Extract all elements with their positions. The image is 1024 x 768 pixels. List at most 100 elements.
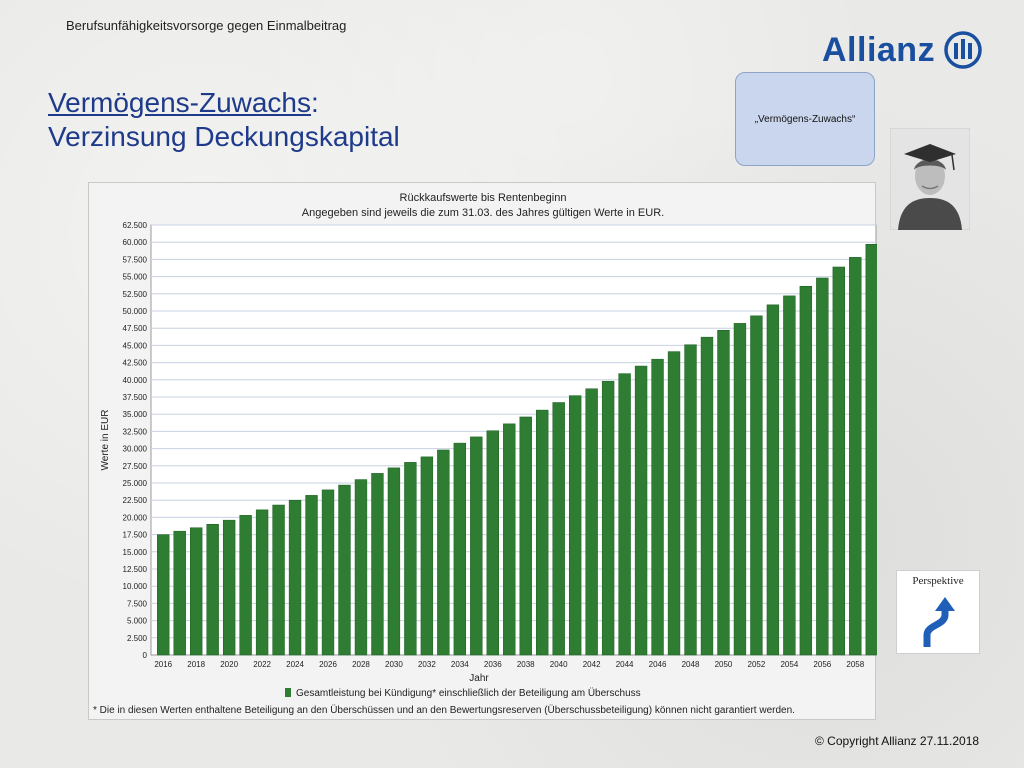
x-tick-label: 2016 <box>154 660 172 669</box>
bar-chart: Rückkaufswerte bis Rentenbeginn Angegebe… <box>93 192 877 716</box>
y-tick-label: 7.500 <box>127 599 148 608</box>
bar-2020 <box>222 519 236 656</box>
y-axis-label: Werte in EUR <box>100 410 111 471</box>
y-tick-label: 27.500 <box>123 462 148 471</box>
allianz-logo: Allianz <box>822 30 983 70</box>
x-tick-label: 2040 <box>550 660 568 669</box>
y-tick-label: 10.000 <box>123 582 148 591</box>
y-tick-label: 0 <box>143 651 148 660</box>
bar-2050 <box>717 330 730 656</box>
x-tick-label: 2022 <box>253 660 271 669</box>
title-colon: : <box>311 87 319 118</box>
title-underlined: Vermögens-Zuwachs <box>48 87 312 118</box>
bar-2043 <box>601 380 615 656</box>
bar-2036 <box>486 430 499 656</box>
x-tick-label: 2030 <box>385 660 403 669</box>
x-tick-label: 2024 <box>286 660 304 669</box>
bar-2032 <box>420 456 434 656</box>
y-tick-label: 12.500 <box>123 565 148 574</box>
bar-2049 <box>700 336 714 656</box>
y-tick-label: 25.000 <box>123 479 148 488</box>
bar-2022 <box>255 509 269 656</box>
y-tick-label: 15.000 <box>123 548 148 557</box>
bar-2048 <box>684 344 697 656</box>
bar-2045 <box>634 365 648 656</box>
bar-2035 <box>470 436 483 656</box>
bar-2034 <box>453 442 467 656</box>
slide-title: Vermögens-Zuwachs: Verzinsung Deckungska… <box>48 86 400 154</box>
x-tick-label: 2046 <box>649 660 667 669</box>
bar-2044 <box>618 373 631 656</box>
y-tick-label: 2.500 <box>127 634 148 643</box>
x-axis-ticks: 2016 2018 2020 2022 2024 2026 2028 2030 2032 2034… <box>154 660 864 669</box>
chart-title: Rückkaufswerte bis Rentenbeginn <box>400 192 567 204</box>
logo-text: Allianz <box>822 30 936 69</box>
y-tick-label: 52.500 <box>123 290 148 299</box>
x-axis-label: Jahr <box>469 673 489 684</box>
bar-2041 <box>568 395 582 656</box>
y-tick-label: 60.000 <box>123 238 148 247</box>
x-tick-label: 2034 <box>451 660 469 669</box>
bar-2054 <box>783 295 796 656</box>
x-tick-label: 2042 <box>583 660 601 669</box>
y-axis-ticks: 0 2.500 5.000 7.500 10.000 12.500 15.000 17.500… <box>123 221 148 660</box>
y-tick-label: 47.500 <box>123 324 148 333</box>
bar-2026 <box>321 489 335 656</box>
bar-2028 <box>354 479 368 656</box>
bar-2029 <box>371 473 384 656</box>
bar-2025 <box>305 495 318 656</box>
bar-2016 <box>157 534 170 656</box>
graduate-portrait-image <box>890 128 970 230</box>
x-tick-label: 2020 <box>220 660 238 669</box>
chart-container: Rückkaufswerte bis Rentenbeginn Angegebe… <box>88 182 877 720</box>
slide-header-caption: Berufsunfähigkeitsvorsorge gegen Einmalb… <box>66 18 347 33</box>
x-tick-label: 2054 <box>780 660 798 669</box>
y-tick-label: 62.500 <box>123 221 148 230</box>
x-tick-label: 2058 <box>846 660 864 669</box>
allianz-eagle-icon <box>944 31 982 69</box>
bar-2046 <box>651 358 664 656</box>
chart-footnote: * Die in diesen Werten enthaltene Beteil… <box>93 704 795 716</box>
x-tick-label: 2028 <box>352 660 370 669</box>
y-tick-label: 30.000 <box>123 445 148 454</box>
legend-swatch <box>285 688 291 697</box>
perspektive-label: Perspektive <box>912 575 964 587</box>
bar-2040 <box>552 402 565 656</box>
y-tick-label: 17.500 <box>123 531 148 540</box>
bar-2017 <box>173 530 186 656</box>
bar-2057 <box>832 266 845 656</box>
bar-2018 <box>190 527 203 656</box>
bar-2027 <box>338 484 351 656</box>
y-tick-label: 50.000 <box>123 307 148 316</box>
curved-arrow-up-icon <box>923 597 955 647</box>
y-tick-label: 42.500 <box>123 359 148 368</box>
y-tick-label: 40.000 <box>123 376 148 385</box>
x-tick-label: 2036 <box>484 660 502 669</box>
x-tick-label: 2026 <box>319 660 337 669</box>
y-tick-label: 35.000 <box>123 410 148 419</box>
x-tick-label: 2044 <box>616 660 634 669</box>
x-tick-label: 2056 <box>813 660 831 669</box>
bar-2021 <box>239 515 252 656</box>
perspektive-card: Perspektive <box>896 570 980 654</box>
chart-subtitle: Angegeben sind jeweils die zum 31.03. de… <box>302 207 664 219</box>
title-line2: Verzinsung Deckungskapital <box>48 121 400 152</box>
bar-2019 <box>206 524 219 656</box>
bar-2030 <box>387 467 401 656</box>
x-tick-label: 2018 <box>187 660 205 669</box>
bar-2039 <box>536 409 549 656</box>
bar-2024 <box>288 499 302 656</box>
y-tick-label: 45.000 <box>123 341 148 350</box>
x-tick-label: 2038 <box>517 660 535 669</box>
y-tick-label: 37.500 <box>123 393 148 402</box>
y-tick-label: 32.500 <box>123 427 148 436</box>
bar-2023 <box>272 504 285 656</box>
y-tick-label: 5.000 <box>127 617 148 626</box>
y-tick-label: 20.000 <box>123 513 148 522</box>
copyright-text: © Copyright Allianz 27.11.2018 <box>815 734 980 748</box>
bar-2047 <box>667 351 681 656</box>
bar-2031 <box>404 462 417 656</box>
y-tick-label: 22.500 <box>123 496 148 505</box>
bar-2053 <box>766 304 780 656</box>
bar-2058 <box>849 257 862 656</box>
